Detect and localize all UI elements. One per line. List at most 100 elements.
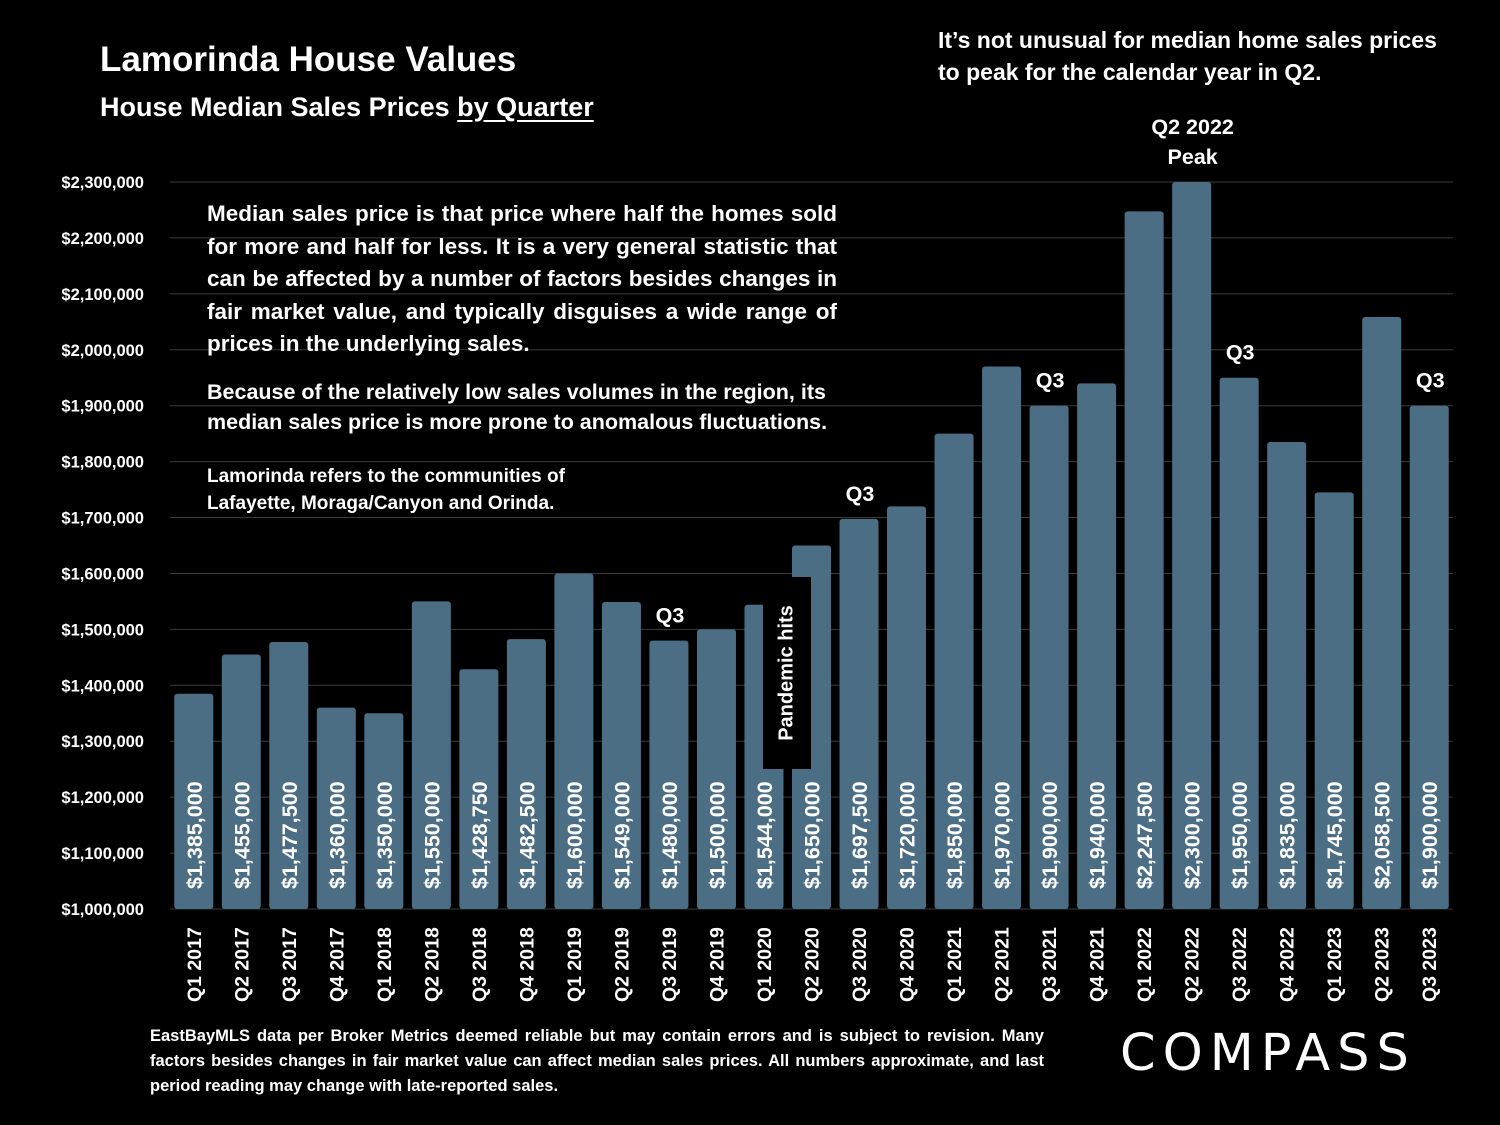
subtitle-link: by Quarter (457, 92, 594, 122)
bar-value-label: $1,950,000 (1228, 781, 1252, 889)
bar-series: $1,385,000 $1,455,000 $1,477,500 $1,360,000… (174, 182, 1449, 910)
x-tick-label: Q3 2022 (1229, 927, 1251, 1002)
bar (364, 713, 404, 909)
annotation-label: Q3 (656, 604, 685, 628)
bar (174, 693, 214, 909)
bar-value-label: $1,697,500 (848, 781, 872, 889)
x-tick-label: Q3 2020 (849, 927, 871, 1002)
bar (1077, 383, 1117, 909)
bar-value-label: $1,482,500 (515, 781, 539, 889)
bar (839, 518, 879, 909)
bar-value-label: $1,970,000 (991, 781, 1015, 889)
annotation-label: Q3 (1226, 341, 1255, 365)
y-axis-tick-labels: $1,000,000 $1,100,000 $1,200,000 $1,300,000… (61, 174, 144, 919)
bar-value-label: $2,058,500 (1371, 781, 1395, 889)
median-definition-text: Median sales price is that price where h… (207, 201, 837, 356)
annotation-label: Peak (1168, 145, 1218, 169)
bar (601, 601, 641, 909)
bar-value-label: $1,900,000 (1418, 781, 1442, 889)
x-tick-label: Q1 2019 (564, 927, 586, 1002)
bar (1124, 211, 1164, 909)
x-tick-label: Q4 2017 (326, 927, 348, 1002)
bar (1314, 492, 1354, 909)
bar (221, 654, 261, 909)
x-tick-label: Q2 2017 (231, 927, 253, 1002)
y-tick-label: $1,200,000 (61, 789, 144, 807)
x-tick-label: Q3 2023 (1419, 927, 1441, 1002)
volume-note-text: Because of the relatively low sales volu… (207, 380, 828, 434)
bar-value-label: $1,549,000 (610, 781, 634, 889)
bar (1267, 442, 1307, 909)
bar (316, 707, 356, 909)
bar (411, 601, 451, 909)
y-tick-label: $1,000,000 (61, 901, 144, 919)
bar-annotations: Q3 Q3 Q3 Q2 2022 Peak Q3 Q3 (656, 115, 1445, 628)
bar (459, 669, 499, 909)
bar (554, 573, 594, 909)
x-tick-label: Q2 2022 (1182, 927, 1204, 1002)
bar-value-label: $1,600,000 (563, 781, 587, 889)
annotation-label: Q3 (846, 482, 875, 506)
bar (1029, 405, 1069, 909)
chart-title: Lamorinda House Values (100, 40, 517, 79)
y-tick-label: $1,100,000 (61, 845, 144, 863)
bar-value-label: $1,940,000 (1086, 781, 1110, 889)
x-tick-label: Q1 2017 (184, 927, 206, 1002)
bar-value-label: $1,900,000 (1038, 781, 1062, 889)
y-tick-label: $1,900,000 (61, 398, 144, 416)
bar-value-label: $2,300,000 (1181, 781, 1205, 889)
x-tick-label: Q1 2020 (754, 927, 776, 1002)
bar-value-label: $1,480,000 (658, 781, 682, 889)
x-tick-label: Q2 2023 (1372, 927, 1394, 1002)
x-tick-label: Q2 2020 (802, 927, 824, 1002)
pandemic-label-box (763, 577, 811, 769)
x-tick-label: Q3 2017 (279, 927, 301, 1002)
bar-value-label: $1,720,000 (896, 781, 920, 889)
bar-value-label: $1,350,000 (373, 781, 397, 889)
bar (696, 629, 736, 909)
y-tick-label: $1,400,000 (61, 677, 144, 695)
bar-value-label: $1,477,500 (278, 781, 302, 889)
annotation-label: Q3 (1416, 369, 1445, 393)
x-axis-tick-labels: Q1 2017 Q2 2017 Q3 2017 Q4 2017 Q1 2018 Q2 20… (184, 927, 1441, 1002)
bar (506, 639, 546, 909)
x-tick-label: Q2 2019 (611, 927, 633, 1002)
data-source-footnote: EastBayMLS data per Broker Metrics deeme… (150, 1027, 1044, 1095)
y-tick-label: $2,100,000 (61, 286, 144, 304)
y-tick-label: $1,600,000 (61, 565, 144, 583)
annotation-label: Q2 2022 (1151, 115, 1234, 139)
y-tick-label: $1,300,000 (61, 733, 144, 751)
bar (1409, 405, 1449, 909)
y-tick-label: $1,800,000 (61, 454, 144, 472)
bar (982, 366, 1022, 909)
x-tick-label: Q3 2021 (1039, 927, 1061, 1002)
x-tick-label: Q1 2023 (1324, 927, 1346, 1002)
x-tick-label: Q3 2019 (659, 927, 681, 1002)
bar (887, 506, 927, 909)
y-tick-label: $2,200,000 (61, 230, 144, 248)
bar-value-label: $1,745,000 (1323, 781, 1347, 889)
pandemic-label: Pandemic hits (775, 605, 798, 741)
bar-value-label: $1,850,000 (943, 781, 967, 889)
x-tick-label: Q2 2018 (421, 927, 443, 1002)
y-tick-label: $2,300,000 (61, 174, 144, 192)
subtitle-prefix: House Median Sales Prices (100, 92, 458, 122)
bar-value-label: $1,835,000 (1276, 781, 1300, 889)
x-tick-label: Q1 2018 (374, 927, 396, 1002)
bar-value-label: $1,650,000 (801, 781, 825, 889)
x-tick-label: Q4 2018 (516, 927, 538, 1002)
bar (1172, 182, 1212, 909)
chart-subtitle: House Median Sales Prices by Quarter (100, 92, 594, 123)
bar-value-label: $1,428,750 (468, 781, 492, 889)
bar-value-label: $2,247,500 (1133, 781, 1157, 889)
lamorinda-definition-text: Lamorinda refers to the communities of L… (207, 466, 565, 514)
bar (1362, 317, 1402, 910)
bar-value-label: $1,360,000 (325, 781, 349, 889)
bar (934, 433, 974, 909)
x-tick-label: Q4 2020 (897, 927, 919, 1002)
bar-value-label: $1,550,000 (420, 781, 444, 889)
y-tick-label: $2,000,000 (61, 342, 144, 360)
x-tick-label: Q4 2019 (706, 927, 728, 1002)
x-tick-label: Q3 2018 (469, 927, 491, 1002)
